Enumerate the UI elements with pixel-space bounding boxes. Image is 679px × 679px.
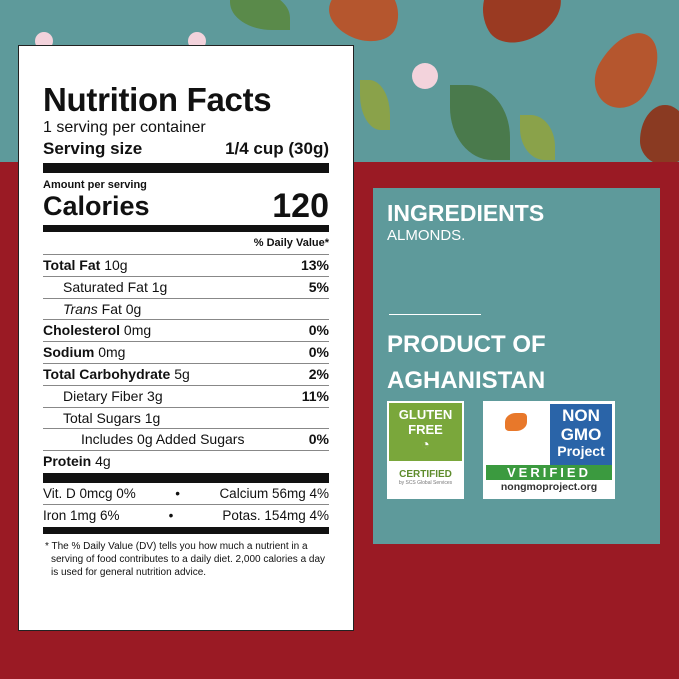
origin-line-2: AGHANISTAN: [387, 367, 546, 394]
nutrient-amount: 1g: [151, 278, 168, 295]
badge-text: GMO: [560, 425, 602, 444]
nutrient-amount: 10g: [104, 257, 128, 273]
nutrient-dv: 0%: [308, 431, 329, 448]
nutrient-label: Sodium: [43, 344, 95, 361]
vitamin-row: Iron 1mg 6% • Potas. 154mg 4%: [43, 505, 329, 527]
butterfly-icon: [505, 413, 527, 431]
ingredients-panel: INGREDIENTS ALMONDS. PRODUCT OF AGHANIST…: [373, 188, 660, 544]
flower-illustration: [412, 63, 438, 89]
nutrition-facts-label: Nutrition Facts 1 serving per container …: [18, 45, 354, 631]
calories-value: 120: [272, 187, 329, 225]
divider: [43, 472, 329, 483]
vitamin-row: Vit. D 0mcg 0% • Calcium 56mg 4%: [43, 483, 329, 505]
nutrient-amount: 1g: [144, 409, 161, 426]
vitamin-right: Potas. 154mg 4%: [222, 507, 329, 523]
nutrient-label: Total Fat: [43, 257, 101, 273]
nutrient-amount: 0mg: [98, 344, 126, 361]
nutrient-row: Protein 4g: [43, 451, 329, 473]
servings-per-container: 1 serving per container: [43, 119, 206, 136]
nutrient-dv: 2%: [308, 365, 329, 382]
nutrient-amount: 5g: [174, 365, 190, 382]
badge-text: by SCS Global Services: [398, 480, 453, 486]
divider: [43, 163, 329, 173]
leaf-illustration: [450, 85, 510, 160]
badge-text: nongmoproject.org: [500, 481, 598, 493]
badge-text: VERIFIED: [486, 465, 612, 480]
vitamin-right: Calcium 56mg 4%: [219, 485, 329, 501]
nutrient-label: Cholesterol: [43, 322, 121, 339]
divider: [389, 314, 481, 315]
nutrition-title: Nutrition Facts: [43, 81, 272, 118]
nutrient-dv: 13%: [300, 257, 329, 273]
nutrient-label: Trans: [63, 300, 98, 317]
nutrient-label: Total Sugars: [63, 409, 141, 426]
bird-icon: ◔: [421, 436, 430, 452]
nutrient-row: Saturated Fat 1g 5%: [43, 277, 329, 299]
leaf-illustration: [520, 115, 555, 160]
badge-text: Project: [557, 443, 605, 459]
non-gmo-badge: NON GMO Project VERIFIED nongmoproject.org: [483, 401, 615, 499]
calories-label: Calories: [43, 191, 150, 221]
vitamin-left: Iron 1mg 6%: [43, 507, 120, 523]
calories-row: Calories 120: [43, 187, 329, 225]
almond-illustration: [467, 0, 573, 56]
nutrient-label: Fat: [101, 300, 122, 317]
ingredients-text: ALMONDS.: [387, 227, 466, 244]
nutrient-amount: 0g: [125, 300, 142, 317]
amount-per-serving: Amount per serving: [43, 179, 147, 191]
serving-size: Serving size 1/4 cup (30g): [43, 138, 329, 159]
serving-size-value: 1/4 cup (30g): [225, 139, 329, 158]
separator: •: [175, 485, 180, 501]
footnote: * The % Daily Value (DV) tells you how m…: [45, 540, 326, 578]
badge-text: GLUTEN: [398, 407, 453, 422]
nutrient-row: Trans Fat 0g: [43, 299, 329, 321]
nutrient-row: Dietary Fiber 3g 11%: [43, 386, 329, 408]
nutrient-amount: 3g: [147, 387, 163, 404]
divider: [43, 526, 329, 534]
nutrient-label: Protein: [43, 453, 92, 470]
nutrient-dv: 5%: [308, 278, 329, 295]
almond-illustration: [640, 105, 679, 162]
separator: •: [168, 507, 174, 523]
gluten-free-badge: GLUTEN FREE ◔ CERTIFIED by SCS Global Serv…: [387, 401, 464, 499]
nutrient-label: Total Carbohydrate: [43, 365, 171, 382]
nutrient-dv: 0%: [308, 322, 329, 339]
badge-text: CERTIFIED: [399, 469, 452, 480]
nutrient-row: Total Carbohydrate 5g 2%: [43, 364, 329, 386]
nutrient-row: Sodium 0mg 0%: [43, 342, 329, 364]
vitamin-left: Vit. D 0mcg 0%: [43, 485, 136, 501]
badge-text: NON: [562, 406, 600, 425]
nutrient-row: Cholesterol 0mg 0%: [43, 320, 329, 343]
origin-line-1: PRODUCT OF: [387, 331, 546, 358]
serving-size-label: Serving size: [43, 139, 143, 158]
badge-text: FREE: [408, 422, 443, 437]
almond-illustration: [321, 0, 409, 51]
daily-value-header: % Daily Value*: [43, 232, 329, 255]
nutrient-row: Includes 0g Added Sugars 0%: [43, 429, 329, 452]
nutrient-amount: 0mg: [123, 322, 152, 339]
nutrient-label: Saturated Fat: [63, 278, 148, 295]
nutrient-row: Total Sugars 1g: [43, 408, 329, 430]
divider: [43, 225, 329, 232]
leaf-illustration: [230, 0, 290, 30]
ingredients-heading: INGREDIENTS: [387, 200, 545, 226]
nutrient-dv: 11%: [301, 387, 329, 404]
nutrient-row: Total Fat 10g 13%: [43, 255, 329, 277]
leaf-illustration: [360, 80, 390, 130]
nutrient-label: Dietary Fiber: [63, 387, 144, 404]
nutrient-amount: 4g: [95, 453, 111, 470]
almond-illustration: [583, 21, 672, 119]
nutrient-dv: 0%: [308, 344, 329, 361]
nutrient-label: Includes 0g Added Sugars: [81, 431, 245, 448]
